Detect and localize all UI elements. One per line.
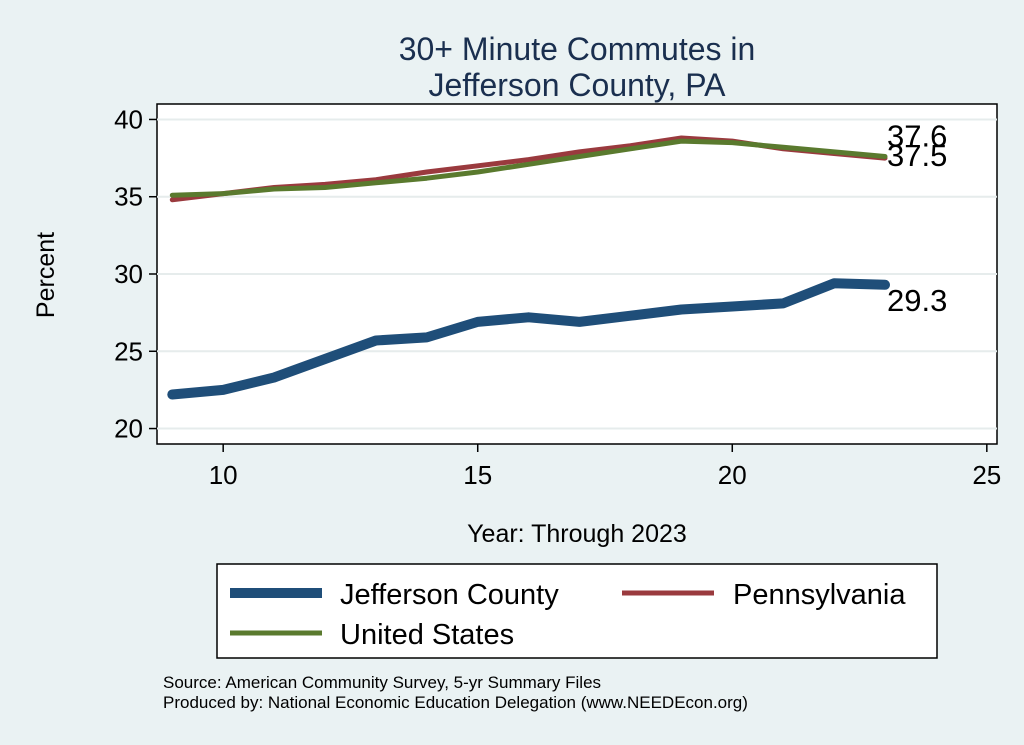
end-label-pennsylvania: 37.5 — [887, 138, 947, 173]
y-tick-label: 35 — [114, 182, 143, 212]
x-tick-label: 25 — [972, 460, 1001, 490]
legend-box — [216, 563, 938, 659]
label-layer: 29.3 37.537.6 — [887, 119, 947, 318]
legend-label-united-states: United States — [340, 619, 514, 651]
series-line-united-states — [169, 138, 888, 198]
x-tick-label: 15 — [463, 460, 492, 490]
y-tick-label: 30 — [114, 259, 143, 289]
y-tick-label: 20 — [114, 414, 143, 444]
end-label-jefferson-county: 29.3 — [887, 283, 947, 318]
chart-title-line1: 30+ Minute Commutes in — [399, 31, 756, 67]
x-tick-label: 20 — [718, 460, 747, 490]
x-tick-label: 10 — [209, 460, 238, 490]
chart-title-line2: Jefferson County, PA — [428, 67, 726, 103]
tick-layer: 20 25 30 35 40 10 15 20 25 — [114, 104, 1001, 490]
y-tick-label: 40 — [114, 104, 143, 134]
x-axis-label: Year: Through 2023 — [467, 520, 687, 548]
series-layer — [167, 135, 890, 400]
y-tick-label: 25 — [114, 336, 143, 366]
legend-label-jefferson-county: Jefferson County — [340, 579, 559, 611]
y-axis-label: Percent — [32, 232, 60, 318]
producer-note: Produced by: National Economic Education… — [163, 693, 748, 712]
legend: Jefferson County Pennsylvania United Sta… — [216, 563, 938, 659]
legend-label-pennsylvania: Pennsylvania — [733, 579, 906, 611]
end-label-united-states: 37.6 — [887, 119, 947, 154]
source-note: Source: American Community Survey, 5-yr … — [163, 673, 601, 692]
series-line-jefferson-county — [167, 278, 890, 400]
grid-layer — [157, 118, 997, 430]
